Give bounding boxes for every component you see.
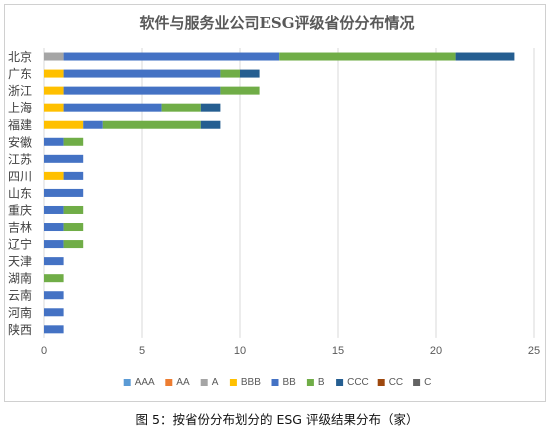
bar-segment-bb — [44, 308, 64, 317]
bar-segment-b — [63, 240, 84, 249]
legend-swatch-b — [306, 379, 314, 386]
bar-segment-bb — [44, 291, 64, 300]
legend-label: A — [212, 377, 219, 388]
bar-segment-bb — [44, 240, 64, 249]
legend-label: BB — [283, 377, 297, 388]
bar-segment-bbb — [44, 103, 64, 112]
legend-swatch-aaa — [123, 379, 131, 386]
x-tick-label: 25 — [528, 345, 540, 357]
bar-segment-ccc — [455, 52, 515, 61]
bar-segment-a — [44, 52, 64, 61]
category-label: 广东 — [8, 67, 32, 81]
category-label: 重庆 — [8, 203, 32, 217]
category-label: 四川 — [8, 169, 32, 183]
bar-segment-b — [279, 52, 456, 61]
bar-segment-bb — [44, 154, 84, 163]
x-axis-ticks: 0 5 10 15 20 25 — [41, 345, 540, 357]
category-label: 北京 — [8, 50, 32, 64]
legend-label: AA — [176, 377, 190, 388]
category-label: 湖南 — [8, 271, 32, 286]
bar-segment-bbb — [44, 69, 64, 78]
legend-label: CC — [389, 377, 403, 388]
x-tick-label: 10 — [234, 345, 246, 357]
bar-segment-b — [63, 223, 84, 232]
bar-segment-b — [220, 69, 240, 78]
bar-segment-bb — [63, 103, 162, 112]
bar-segment-bb — [44, 137, 64, 146]
bar-segment-bb — [44, 257, 64, 266]
category-label: 安徽 — [8, 134, 32, 149]
category-label: 山东 — [8, 186, 32, 200]
bar-segment-bb — [44, 325, 64, 334]
bar-segment-bbb — [44, 86, 64, 95]
legend-swatch-ccc — [336, 379, 344, 386]
x-tick-label: 0 — [41, 345, 47, 357]
bar-segment-bb — [44, 205, 64, 214]
legend-label: CCC — [347, 377, 369, 388]
bar-segment-b — [102, 120, 201, 129]
category-label: 江苏 — [8, 152, 32, 166]
bars — [44, 52, 515, 334]
bar-segment-bb — [63, 171, 84, 180]
bar-segment-b — [63, 137, 84, 146]
x-tick-label: 5 — [139, 345, 145, 357]
bar-segment-b — [161, 103, 201, 112]
bar-segment-bb — [83, 120, 103, 129]
category-label: 天津 — [8, 255, 32, 269]
bar-segment-bb — [63, 52, 280, 61]
legend-swatch-c — [413, 379, 421, 386]
legend-swatch-a — [200, 379, 208, 386]
chart-title: 软件与服务业公司ESG评级省份分布情况 — [139, 14, 414, 32]
category-label: 辽宁 — [8, 237, 32, 252]
bar-segment-ccc — [200, 103, 221, 112]
bar-segment-ccc — [200, 120, 221, 129]
bar-segment-b — [44, 274, 64, 283]
bar-segment-bb — [44, 188, 84, 197]
bar-segment-b — [220, 86, 260, 95]
legend-label: AAA — [135, 377, 155, 388]
legend-swatch-aa — [165, 379, 173, 386]
stacked-bar-chart: 软件与服务业公司ESG评级省份分布情况 北京广东浙江上海福建安徽江苏四川山东重庆… — [8, 14, 540, 388]
bar-segment-bb — [63, 86, 221, 95]
category-label: 吉林 — [8, 221, 32, 235]
category-label: 陕西 — [8, 322, 32, 337]
category-label: 河南 — [8, 305, 32, 320]
bar-segment-b — [63, 205, 84, 214]
bar-segment-ccc — [240, 69, 260, 78]
legend-label: B — [318, 377, 325, 388]
gridlines — [43, 48, 535, 338]
legend: AAA AA A BBB BB B CCC CC C — [123, 377, 431, 388]
legend-swatch-bbb — [229, 379, 237, 386]
category-label: 福建 — [8, 117, 32, 132]
category-label: 云南 — [8, 288, 32, 303]
x-tick-label: 15 — [332, 345, 344, 357]
figure-caption: 图 5：按省份分布划分的 ESG 评级结果分布（家） — [135, 412, 419, 427]
category-label: 上海 — [8, 100, 32, 115]
bar-segment-bbb — [44, 120, 84, 129]
legend-swatch-cc — [377, 379, 385, 386]
legend-swatch-bb — [271, 379, 279, 386]
category-label: 浙江 — [8, 84, 32, 98]
x-tick-label: 20 — [430, 345, 442, 357]
legend-label: C — [424, 377, 431, 388]
bar-segment-bbb — [44, 171, 64, 180]
legend-label: BBB — [241, 377, 261, 388]
bar-segment-bb — [63, 69, 221, 78]
bar-segment-bb — [44, 223, 64, 232]
